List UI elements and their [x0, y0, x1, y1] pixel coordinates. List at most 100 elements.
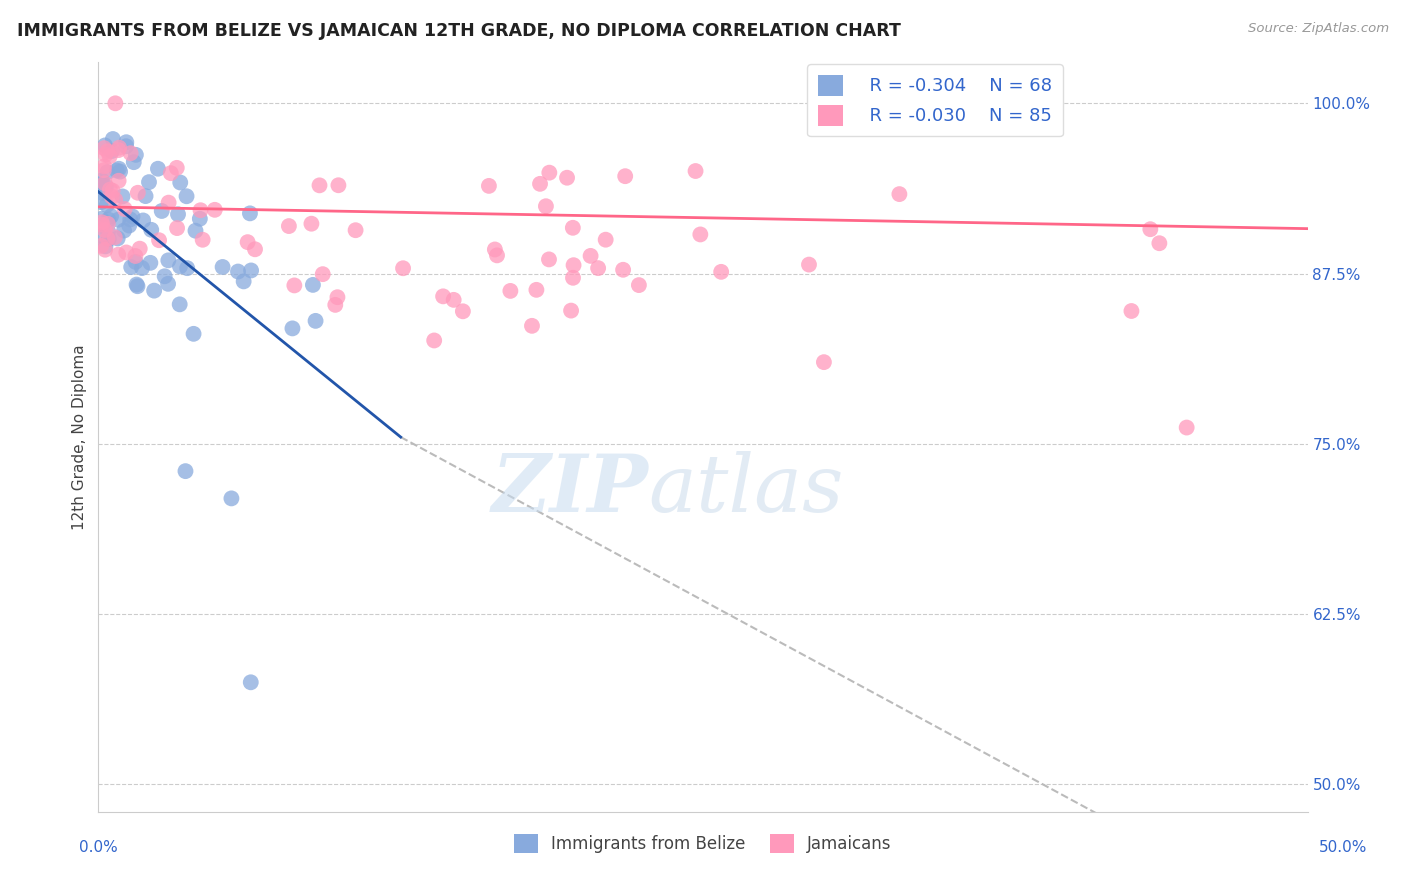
Text: Source: ZipAtlas.com: Source: ZipAtlas.com [1249, 22, 1389, 36]
Point [243, 242, 266, 256]
Point [595, 233, 617, 247]
Point [105, 163, 128, 178]
Point [141, 223, 163, 237]
Point [108, 141, 131, 155]
Point [586, 261, 609, 276]
Point [169, 176, 191, 190]
Point [115, 135, 138, 149]
Point [555, 170, 578, 185]
Point [169, 260, 191, 274]
Point [120, 260, 142, 274]
Point [221, 491, 243, 506]
Point [159, 166, 181, 180]
Point [299, 217, 322, 231]
Point [889, 187, 911, 202]
Point [120, 146, 142, 161]
Point [90, 195, 112, 210]
Point [813, 355, 835, 369]
Point [97, 232, 120, 246]
Point [98, 149, 121, 163]
Point [101, 184, 124, 198]
Point [612, 262, 634, 277]
Point [204, 202, 226, 217]
Point [104, 230, 127, 244]
Point [124, 249, 146, 263]
Point [139, 256, 162, 270]
Text: atlas: atlas [648, 450, 844, 528]
Point [627, 278, 650, 293]
Point [124, 255, 146, 269]
Point [114, 202, 136, 216]
Point [443, 293, 465, 307]
Point [190, 203, 212, 218]
Point [183, 326, 205, 341]
Text: 50.0%: 50.0% [1319, 840, 1367, 855]
Point [277, 219, 299, 233]
Point [323, 298, 346, 312]
Point [685, 164, 707, 178]
Point [240, 263, 263, 277]
Point [326, 290, 349, 304]
Point [115, 245, 138, 260]
Point [157, 195, 180, 210]
Point [100, 209, 122, 223]
Point [239, 206, 262, 220]
Text: IMMIGRANTS FROM BELIZE VS JAMAICAN 12TH GRADE, NO DIPLOMA CORRELATION CHART: IMMIGRANTS FROM BELIZE VS JAMAICAN 12TH … [17, 22, 901, 40]
Point [90, 215, 112, 229]
Point [135, 189, 157, 203]
Point [169, 297, 191, 311]
Point [96, 231, 118, 245]
Point [94, 176, 117, 190]
Point [94, 179, 117, 194]
Point [96, 165, 118, 179]
Point [1149, 236, 1171, 251]
Point [520, 318, 543, 333]
Point [423, 334, 446, 348]
Point [96, 144, 118, 158]
Point [107, 143, 129, 157]
Text: 0.0%: 0.0% [79, 840, 118, 855]
Point [98, 183, 121, 197]
Point [97, 217, 120, 231]
Point [211, 260, 233, 274]
Point [166, 161, 188, 175]
Point [328, 178, 350, 193]
Point [614, 169, 637, 184]
Point [281, 321, 304, 335]
Point [236, 235, 259, 249]
Point [579, 249, 602, 263]
Point [526, 283, 548, 297]
Point [112, 223, 135, 237]
Point [94, 243, 117, 257]
Point [283, 278, 305, 293]
Point [143, 284, 166, 298]
Point [91, 218, 114, 232]
Point [122, 155, 145, 169]
Point [302, 277, 325, 292]
Point [562, 258, 585, 272]
Point [239, 675, 262, 690]
Point [90, 239, 112, 253]
Point [101, 144, 124, 158]
Point [107, 231, 129, 245]
Point [107, 212, 129, 227]
Point [174, 464, 197, 478]
Point [94, 138, 117, 153]
Point [107, 174, 129, 188]
Point [1175, 420, 1198, 434]
Point [91, 178, 114, 193]
Point [308, 178, 330, 193]
Point [90, 173, 112, 187]
Point [176, 261, 198, 276]
Point [710, 265, 733, 279]
Point [108, 164, 131, 178]
Point [121, 210, 143, 224]
Point [392, 261, 415, 276]
Point [93, 223, 115, 237]
Point [484, 243, 506, 257]
Point [138, 175, 160, 189]
Point [1139, 222, 1161, 236]
Point [125, 148, 148, 162]
Legend: Immigrants from Belize, Jamaicans: Immigrants from Belize, Jamaicans [508, 827, 898, 860]
Point [132, 213, 155, 227]
